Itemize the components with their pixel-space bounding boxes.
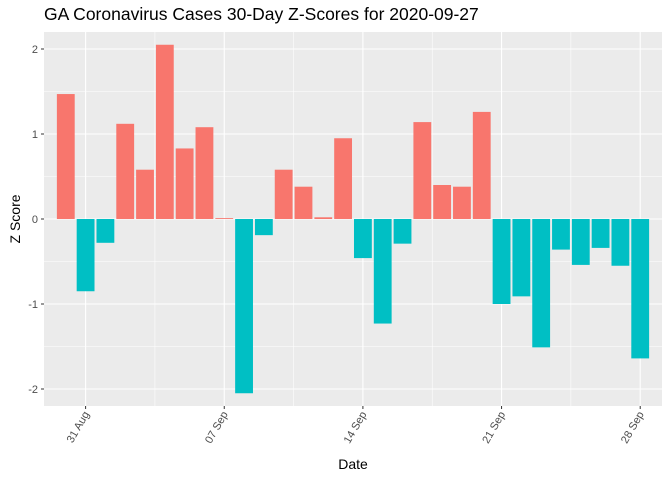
y-tick-label: 2 [32,44,38,56]
bar [314,217,333,219]
bar [294,186,313,219]
bar [56,94,75,219]
bar [195,127,214,219]
bar [552,219,570,250]
bar [532,219,551,348]
x-tick-label: 31 Aug [65,410,93,446]
bar [571,219,590,265]
x-tick-label: 21 Sep [480,410,508,446]
y-tick-label: 0 [32,214,38,226]
bars [56,44,650,394]
bar [512,219,531,297]
bar [254,219,273,236]
x-tick-label: 28 Sep [619,410,647,446]
bar [215,218,234,219]
bar [116,123,135,219]
x-axis-title: Date [338,456,368,472]
bar [472,111,491,219]
bar [611,219,630,266]
bar [413,122,432,219]
x-tick-label: 07 Sep [203,410,231,446]
y-axis: -2 -1 0 1 2 [28,44,44,396]
bar [373,219,392,324]
bar [393,219,412,244]
x-axis: 31 Aug 07 Sep 14 Sep 21 Sep 28 Sep [65,406,647,446]
bar [274,169,293,219]
bar [76,219,95,292]
bar [155,44,174,219]
bar [453,186,471,219]
bar [235,219,253,394]
bar [175,148,194,219]
bar [433,185,452,219]
chart-title: GA Coronavirus Cases 30-Day Z-Scores for… [44,4,479,24]
bar [631,219,650,359]
y-tick-label: 1 [32,129,38,141]
bar [136,169,154,219]
grid-lines [44,32,662,406]
y-tick-label: -2 [28,384,38,396]
bar [492,219,511,304]
x-tick-label: 14 Sep [342,410,370,446]
bar [334,138,353,219]
bar [96,219,115,243]
bar [353,219,372,259]
bar [591,219,610,248]
y-axis-title: Z Score [7,194,23,243]
y-tick-label: -1 [28,299,38,311]
